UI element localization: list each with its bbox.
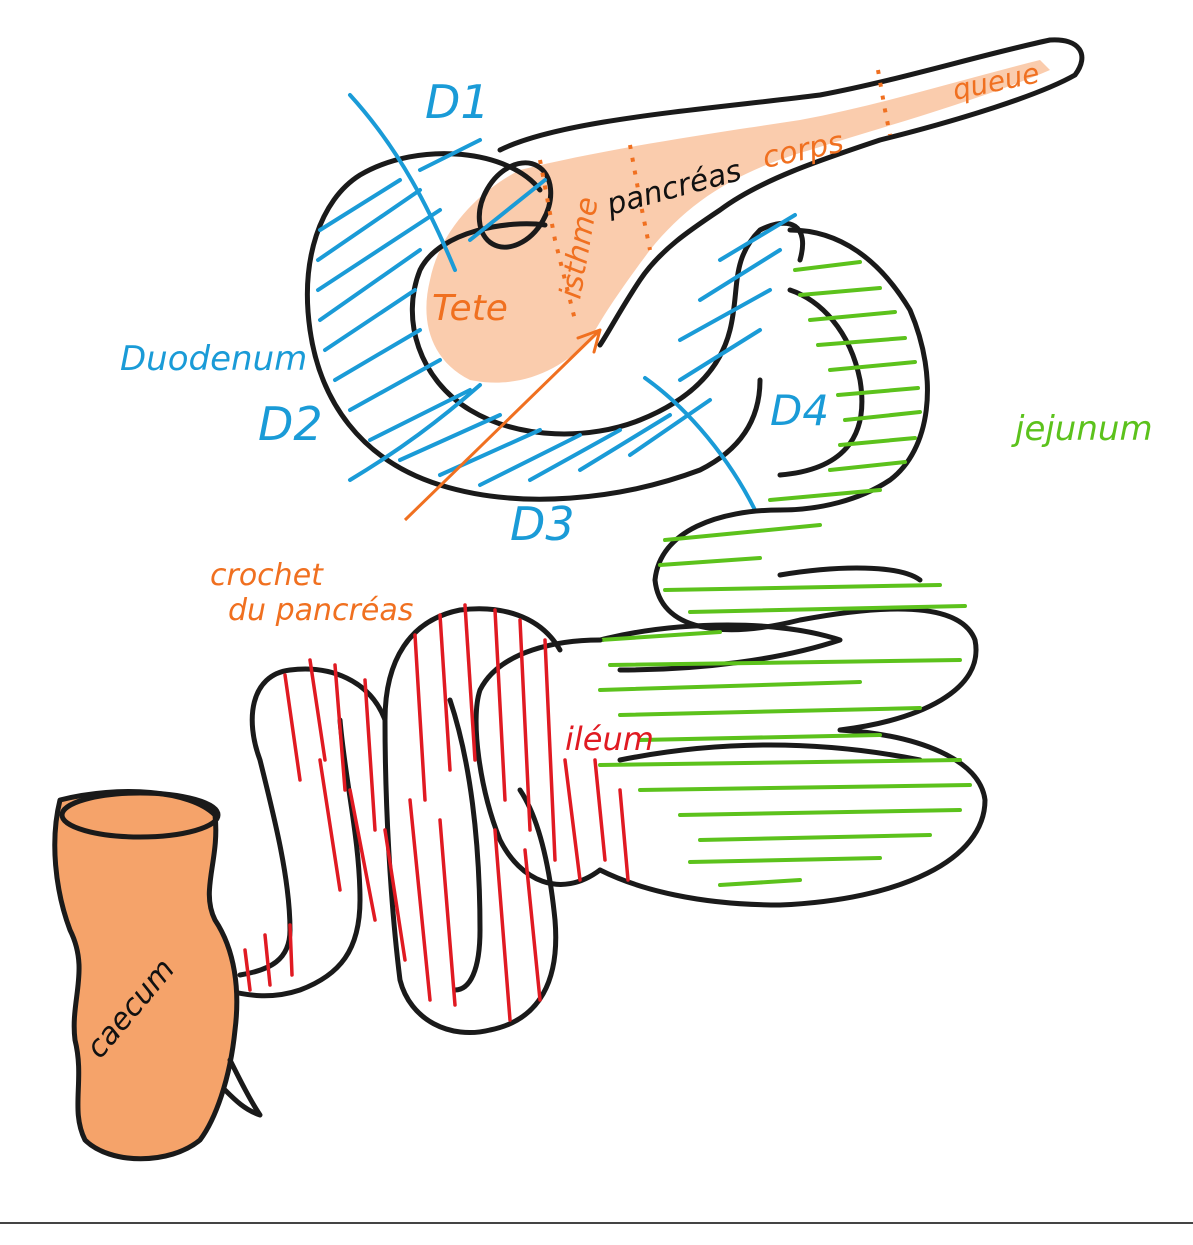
jejunum-hatching <box>598 260 972 887</box>
label-duodenum: Duodenum <box>120 339 307 379</box>
pancreas-shape <box>426 37 1085 383</box>
duodenum-shape <box>305 93 806 512</box>
ileum-hatching <box>243 603 630 1022</box>
bottom-divider <box>0 1222 1193 1224</box>
label-crochet-line2: du pancréas <box>228 593 413 628</box>
label-tete: Tete <box>432 288 508 329</box>
label-d1: D1 <box>425 75 490 129</box>
duodenum-hatching <box>316 138 797 487</box>
label-d3: D3 <box>510 497 575 551</box>
label-d2: D2 <box>258 397 323 451</box>
ileum-shape <box>222 603 630 1036</box>
label-ileum: iléum <box>565 720 654 758</box>
label-crochet-line1: crochet <box>210 558 324 593</box>
crochet-arrow <box>403 328 602 522</box>
label-d4: D4 <box>770 386 829 435</box>
label-queue: queue <box>950 56 1043 107</box>
caecum-shape <box>52 789 263 1162</box>
jejunum-shape <box>597 227 988 908</box>
label-jejunum: jejunum <box>1011 409 1153 449</box>
pancreas-dividers <box>538 69 892 321</box>
